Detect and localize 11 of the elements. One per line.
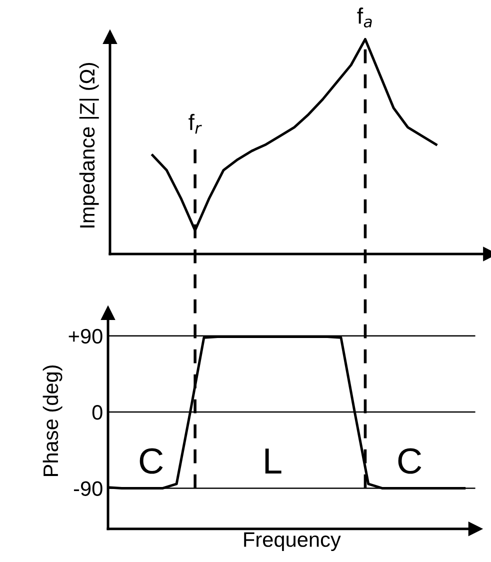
annotation: C: [140, 448, 163, 474]
annotation: C: [398, 448, 422, 474]
annotation: f$_{r}$: [188, 114, 202, 134]
annotation: L: [265, 448, 282, 474]
y-tick-label: 0: [92, 405, 102, 420]
x-axis-title: Frequency: [244, 532, 341, 552]
y-axis-title: Phase (deg): [42, 365, 62, 476]
y-tick-label: +90: [68, 328, 102, 344]
y-tick-label: -90: [74, 481, 102, 496]
y-axis-title: Impedance |Z| (Ω): [79, 63, 99, 228]
text: f$_{a}$: [357, 8, 372, 28]
